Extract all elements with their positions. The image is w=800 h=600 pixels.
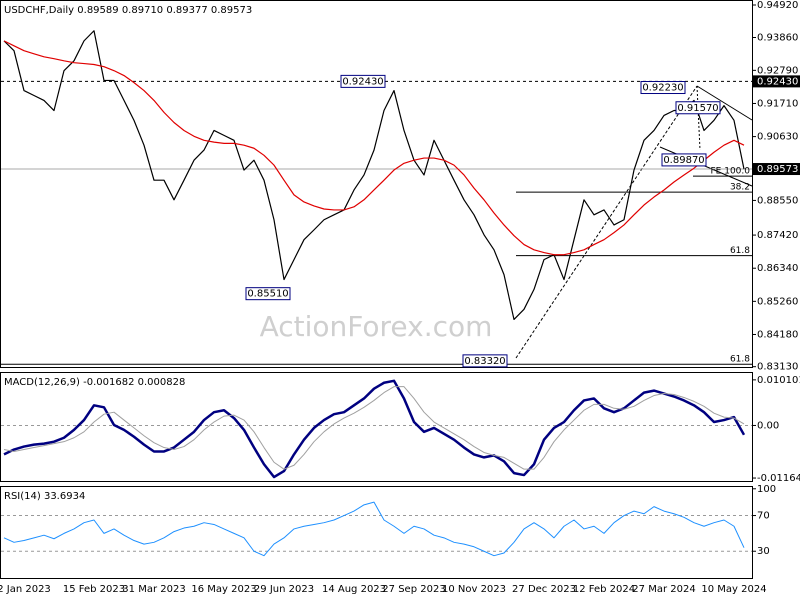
y-tick-label: 0.91710 <box>757 98 798 109</box>
rsi-panel <box>0 486 753 579</box>
callout-box <box>340 74 386 88</box>
x-tick-label: 16 May 2023 <box>191 584 256 595</box>
panel-title: MACD(12,26,9) -0.001682 0.000828 <box>4 377 185 388</box>
y-tick-label: 0.93860 <box>757 33 798 44</box>
channel-line <box>696 85 753 121</box>
callout-label: 0.92230 <box>642 83 683 94</box>
x-tick-label: 31 Mar 2023 <box>122 584 185 595</box>
y-tick-label: 0.84180 <box>757 329 798 340</box>
x-tick-label: 27 Mar 2024 <box>632 584 695 595</box>
series-line <box>3 501 745 557</box>
y-tick-label: 30 <box>757 546 770 557</box>
fib-label: 61.8 <box>730 355 750 365</box>
level-label: 0.92430 <box>757 76 798 87</box>
y-tick-label: 0.00 <box>757 420 779 431</box>
callout-box <box>661 153 707 167</box>
y-tick-label: 0.010101 <box>757 375 800 386</box>
x-tick-label: 27 Sep 2023 <box>382 584 445 595</box>
series-line <box>3 30 745 321</box>
x-tick-label: 10 May 2024 <box>701 584 766 595</box>
y-tick-label: 0.90630 <box>757 132 798 143</box>
callout-label: 0.91570 <box>677 103 718 114</box>
last-price-label: 0.89573 <box>757 164 798 175</box>
callout-label: 0.85510 <box>247 289 288 300</box>
series-line <box>3 379 746 479</box>
y-tick-label: 0.92790 <box>757 65 798 76</box>
macd-panel <box>0 372 753 482</box>
price-panel <box>0 0 753 368</box>
y-tick-label: 0.86340 <box>757 263 798 274</box>
callout-label: 0.83320 <box>464 356 505 367</box>
x-tick-label: 15 Feb 2023 <box>63 584 125 595</box>
x-tick-label: 12 Feb 2024 <box>573 584 635 595</box>
callout-label: 0.89870 <box>663 155 704 166</box>
callout-label: 0.92430 <box>342 76 383 87</box>
y-tick-label: 0.83130 <box>757 362 798 373</box>
watermark: ActionForex.com <box>260 310 493 343</box>
series-line <box>3 386 745 470</box>
x-tick-label: 10 Nov 2023 <box>442 584 506 595</box>
y-tick-label: 0.94920 <box>757 0 798 11</box>
y-tick-label: 0.87420 <box>757 230 798 241</box>
callout-box <box>462 354 508 368</box>
fib-label: 61.8 <box>730 246 750 256</box>
wave-line <box>696 85 701 151</box>
y-tick-label: 100 <box>757 484 776 495</box>
panel-title: USDCHF,Daily 0.89589 0.89710 0.89377 0.8… <box>4 5 252 16</box>
callout-box <box>245 287 291 301</box>
fib-label: 38.2 <box>730 183 750 193</box>
fib-label: FE 100.0 <box>711 167 751 177</box>
y-tick-label: 0.85260 <box>757 296 798 307</box>
x-tick-label: 14 Aug 2023 <box>322 584 386 595</box>
last-price-box <box>753 163 800 176</box>
x-tick-label: 27 Dec 2023 <box>512 584 576 595</box>
level-box <box>753 75 800 88</box>
series-line <box>3 40 745 256</box>
y-tick-label: 70 <box>757 511 770 522</box>
panel-title: RSI(14) 33.6934 <box>4 491 85 502</box>
y-tick-label: -0.011645 <box>757 473 800 484</box>
callout-box <box>640 81 686 95</box>
callout-box <box>675 101 721 115</box>
x-tick-label: 29 Jun 2023 <box>254 584 314 595</box>
x-tick-label: 2 Jan 2023 <box>0 584 51 595</box>
trend-line <box>515 85 698 359</box>
y-tick-label: 0.88550 <box>757 195 798 206</box>
